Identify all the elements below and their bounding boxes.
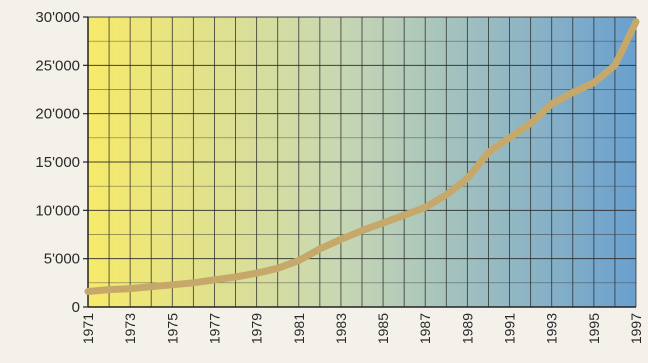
x-tick-label: 1981 xyxy=(291,313,307,344)
x-tick-label: 1997 xyxy=(628,313,644,344)
data-point xyxy=(591,80,597,86)
x-tick-label: 1989 xyxy=(459,313,475,344)
y-tick-label: 5'000 xyxy=(44,251,80,268)
data-point xyxy=(254,270,260,276)
y-tick-label: 10'000 xyxy=(35,202,80,219)
data-point xyxy=(485,149,491,155)
data-point xyxy=(233,274,239,280)
data-point xyxy=(85,289,91,295)
x-tick-label: 1991 xyxy=(502,313,518,344)
y-tick-label: 30'000 xyxy=(35,9,80,26)
data-point xyxy=(380,220,386,226)
x-tick-label: 1977 xyxy=(206,313,222,344)
x-tick-label: 1979 xyxy=(249,313,265,344)
data-point xyxy=(359,228,365,234)
y-tick-label: 0 xyxy=(72,299,80,316)
data-point xyxy=(338,236,344,242)
axes xyxy=(83,16,636,308)
x-tick-label: 1983 xyxy=(333,313,349,344)
data-point xyxy=(275,265,281,271)
x-tick-label: 1973 xyxy=(122,313,138,344)
data-point xyxy=(633,19,639,25)
data-point xyxy=(612,62,618,68)
data-point xyxy=(190,280,196,286)
data-point xyxy=(570,89,576,95)
data-point xyxy=(422,204,428,210)
data-point xyxy=(169,282,175,288)
data-point xyxy=(443,192,449,198)
data-point xyxy=(211,277,217,283)
x-tick-label: 1975 xyxy=(164,313,180,344)
data-point xyxy=(549,101,555,107)
y-tick-label: 20'000 xyxy=(35,106,80,123)
data-point xyxy=(317,246,323,252)
x-tick-label: 1987 xyxy=(417,313,433,344)
data-point xyxy=(106,287,112,293)
data-point xyxy=(148,284,154,290)
data-point xyxy=(464,175,470,181)
data-point xyxy=(127,286,133,292)
y-axis-tick-labels: 0 5'000 10'000 15'000 20'000 25'000 30'000 xyxy=(35,9,80,316)
y-tick-label: 15'000 xyxy=(35,154,80,171)
data-point xyxy=(528,120,534,126)
data-series xyxy=(84,18,640,295)
data-point xyxy=(296,258,302,264)
y-tick-label: 25'000 xyxy=(35,57,80,74)
x-tick-label: 1985 xyxy=(375,313,391,344)
data-point xyxy=(401,212,407,218)
data-point xyxy=(507,135,513,141)
x-tick-label: 1993 xyxy=(544,313,560,344)
x-tick-label: 1971 xyxy=(80,313,96,344)
x-axis-tick-labels: 1971 1973 1975 1977 1979 1981 1983 1985 1987 1989… xyxy=(80,313,644,344)
x-tick-label: 1995 xyxy=(586,313,602,344)
